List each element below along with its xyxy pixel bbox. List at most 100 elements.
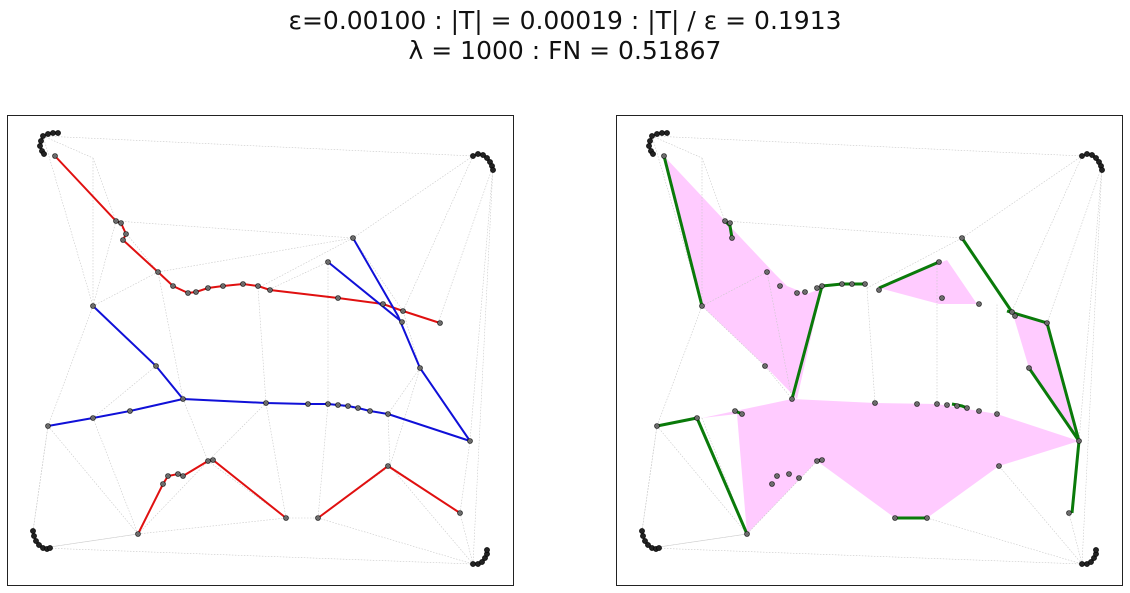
data-point (694, 415, 700, 421)
corner-point (1084, 151, 1090, 157)
corner-point (642, 538, 648, 544)
data-point (839, 281, 845, 287)
data-point (180, 473, 186, 479)
data-point (283, 515, 289, 521)
mesh-edge (651, 135, 703, 159)
data-point (1012, 313, 1018, 319)
corner-point (479, 559, 485, 565)
corner-point (480, 152, 486, 158)
data-point (45, 423, 51, 429)
mesh-edge (92, 417, 139, 535)
corner-point (30, 528, 36, 534)
corner-point (646, 143, 652, 149)
data-point (355, 405, 361, 411)
mesh-edge (387, 367, 421, 415)
data-point (722, 218, 728, 224)
corner-point (50, 130, 56, 136)
data-point (385, 463, 391, 469)
data-point (819, 283, 825, 289)
data-point (335, 402, 341, 408)
mesh-edge (389, 465, 474, 565)
mesh-edge (651, 135, 1083, 157)
data-point (936, 259, 942, 265)
data-point (325, 401, 331, 407)
data-point (457, 510, 463, 516)
data-point (180, 396, 186, 402)
corner-point (649, 133, 655, 139)
corner-point (640, 533, 646, 539)
data-point (924, 515, 930, 521)
data-point (732, 408, 738, 414)
data-point (661, 153, 667, 159)
mesh-edge (437, 165, 494, 324)
data-point (876, 287, 882, 293)
corner-point (1079, 561, 1085, 567)
figure-title-line1: ε=0.00100 : |T| = 0.00019 : |T| / ε = 0.… (288, 6, 842, 35)
data-point (160, 481, 166, 487)
data-point (727, 220, 733, 226)
mesh-edge (651, 533, 748, 549)
corner-point (38, 138, 44, 144)
data-point (120, 237, 126, 243)
mesh-edge (866, 287, 876, 404)
mesh-edge (42, 135, 94, 307)
data-point (467, 438, 473, 444)
data-point (113, 218, 119, 224)
left-plot-canvas (30, 130, 496, 567)
data-point (976, 408, 982, 414)
data-point (205, 458, 211, 464)
data-point (315, 515, 321, 521)
data-point (789, 396, 795, 402)
data-point (305, 401, 311, 407)
mesh-edge (352, 155, 474, 239)
corner-point (470, 153, 476, 159)
data-point (954, 403, 960, 409)
mesh-edge (92, 365, 157, 419)
right-plot-canvas (639, 130, 1105, 567)
data-point (814, 458, 820, 464)
mesh-edge (701, 157, 726, 222)
corner-point (647, 138, 653, 144)
corner-point (650, 151, 656, 157)
mesh-edge (47, 305, 94, 427)
corner-point (41, 151, 47, 157)
data-point (165, 473, 171, 479)
mesh-edge (42, 547, 474, 565)
figure-title-line2: λ = 1000 : FN = 0.51867 (408, 36, 722, 65)
corner-point (31, 533, 37, 539)
mesh-edge (459, 440, 471, 514)
data-point (769, 481, 775, 487)
data-point (210, 457, 216, 463)
data-point (1044, 320, 1050, 326)
data-point (90, 415, 96, 421)
mesh-edge (641, 425, 658, 532)
corner-point (484, 155, 490, 161)
mesh-edge (32, 425, 49, 532)
corner-point (484, 547, 490, 553)
data-point (802, 289, 808, 295)
data-point (123, 231, 129, 237)
data-point (1026, 365, 1032, 371)
mesh-edge (926, 517, 1083, 565)
mesh-edge (469, 165, 494, 442)
corner-point (475, 151, 481, 157)
green-path-0 (662, 155, 704, 307)
data-point (777, 283, 783, 289)
corner-point (470, 561, 476, 567)
right-plot-panel (616, 115, 1123, 586)
data-point (786, 471, 792, 477)
data-point (794, 290, 800, 296)
data-point (1009, 309, 1015, 315)
corner-point (1093, 155, 1099, 161)
mesh-edge (961, 155, 1083, 239)
data-point (914, 401, 920, 407)
mesh-edge (724, 220, 963, 239)
mesh-edge (656, 305, 703, 427)
blue-path-3 (47, 398, 184, 427)
data-point (1076, 438, 1082, 444)
mesh-edge (651, 547, 1083, 565)
corner-point (36, 542, 42, 548)
data-point (959, 235, 965, 241)
data-point (764, 269, 770, 275)
shaded-region-0 (664, 156, 822, 399)
